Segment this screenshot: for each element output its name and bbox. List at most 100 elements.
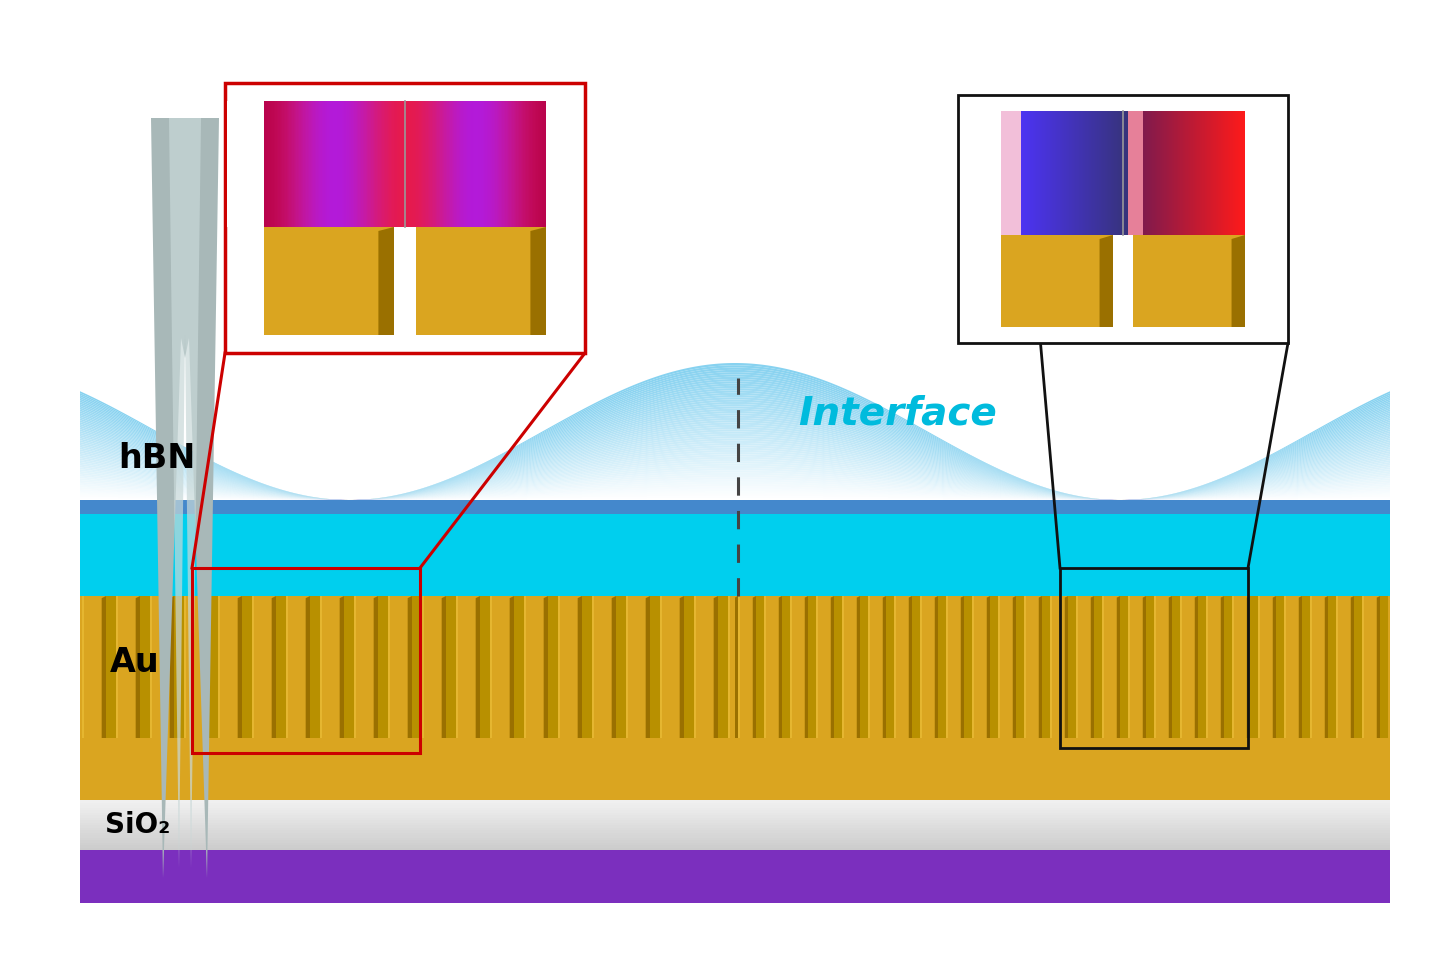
Bar [80, 596, 1391, 738]
Bar [1067, 111, 1069, 235]
Polygon shape [218, 596, 220, 738]
Bar [532, 101, 534, 227]
Bar [80, 828, 1391, 830]
Bar [1099, 111, 1102, 235]
Bar [1212, 111, 1214, 235]
Bar [1083, 111, 1085, 235]
Bar [281, 101, 283, 227]
Polygon shape [738, 596, 740, 738]
Polygon shape [1247, 596, 1250, 738]
Polygon shape [998, 596, 1000, 738]
Bar [80, 817, 1391, 820]
Bar [80, 823, 1391, 825]
Bar [432, 101, 434, 227]
Polygon shape [1180, 596, 1182, 738]
Polygon shape [1050, 596, 1053, 738]
Bar [1108, 111, 1109, 235]
Bar [1228, 111, 1230, 235]
Bar [80, 830, 1391, 833]
Polygon shape [1099, 235, 1114, 327]
Bar [1041, 111, 1043, 235]
Bar [418, 101, 419, 227]
Bar [513, 596, 523, 738]
Bar [1019, 111, 1021, 235]
Bar [310, 596, 320, 738]
Bar [400, 101, 403, 227]
Polygon shape [80, 411, 1391, 500]
Bar [357, 101, 360, 227]
Bar [492, 101, 493, 227]
Bar [416, 227, 547, 335]
Bar [80, 835, 1391, 837]
Bar [1144, 111, 1146, 235]
Bar [1116, 111, 1118, 235]
Bar [1066, 111, 1067, 235]
Polygon shape [80, 386, 1391, 500]
Polygon shape [80, 413, 1391, 500]
Polygon shape [80, 376, 1391, 500]
Polygon shape [80, 459, 1391, 500]
Bar [225, 83, 584, 353]
Polygon shape [1102, 596, 1103, 738]
Polygon shape [252, 596, 254, 738]
Bar [326, 101, 328, 227]
Bar [332, 101, 334, 227]
Bar [998, 596, 1016, 738]
Bar [304, 101, 307, 227]
Polygon shape [80, 429, 1391, 500]
Bar [581, 596, 592, 738]
Polygon shape [80, 447, 1391, 500]
Bar [476, 101, 477, 227]
Bar [334, 101, 335, 227]
Bar [1098, 111, 1099, 235]
Bar [1160, 111, 1161, 235]
Polygon shape [455, 596, 458, 738]
Bar [464, 101, 465, 227]
Bar [1190, 111, 1192, 235]
Polygon shape [831, 596, 834, 738]
Polygon shape [80, 443, 1391, 500]
Bar [1182, 111, 1183, 235]
Bar [487, 101, 489, 227]
Bar [407, 101, 410, 227]
Polygon shape [80, 470, 1391, 500]
Bar [1053, 111, 1054, 235]
Bar [289, 101, 290, 227]
Bar [1037, 111, 1038, 235]
Polygon shape [80, 422, 1391, 500]
Bar [344, 101, 347, 227]
Bar [80, 808, 1391, 810]
Bar [307, 101, 310, 227]
Bar [1050, 111, 1051, 235]
Polygon shape [80, 393, 1391, 500]
Bar [1198, 111, 1199, 235]
Bar [1153, 111, 1154, 235]
Bar [490, 596, 513, 738]
Bar [1048, 111, 1050, 235]
Bar [528, 101, 529, 227]
Bar [1045, 111, 1047, 235]
Polygon shape [80, 479, 1391, 500]
Polygon shape [961, 596, 964, 738]
Bar [1154, 111, 1157, 235]
Polygon shape [779, 596, 782, 738]
Bar [342, 101, 344, 227]
Bar [1243, 111, 1244, 235]
Bar [1077, 111, 1080, 235]
Bar [1335, 596, 1354, 738]
Bar [1060, 568, 1248, 748]
Bar [1077, 111, 1079, 235]
Bar [1169, 111, 1170, 235]
Bar [329, 101, 331, 227]
Polygon shape [80, 454, 1391, 500]
Bar [1206, 596, 1224, 738]
Bar [1161, 111, 1164, 235]
Bar [480, 101, 481, 227]
Bar [1172, 111, 1173, 235]
Polygon shape [476, 596, 480, 738]
Bar [403, 101, 406, 227]
Polygon shape [80, 399, 1391, 500]
Bar [502, 101, 505, 227]
Bar [1022, 111, 1024, 235]
Bar [1032, 111, 1034, 235]
